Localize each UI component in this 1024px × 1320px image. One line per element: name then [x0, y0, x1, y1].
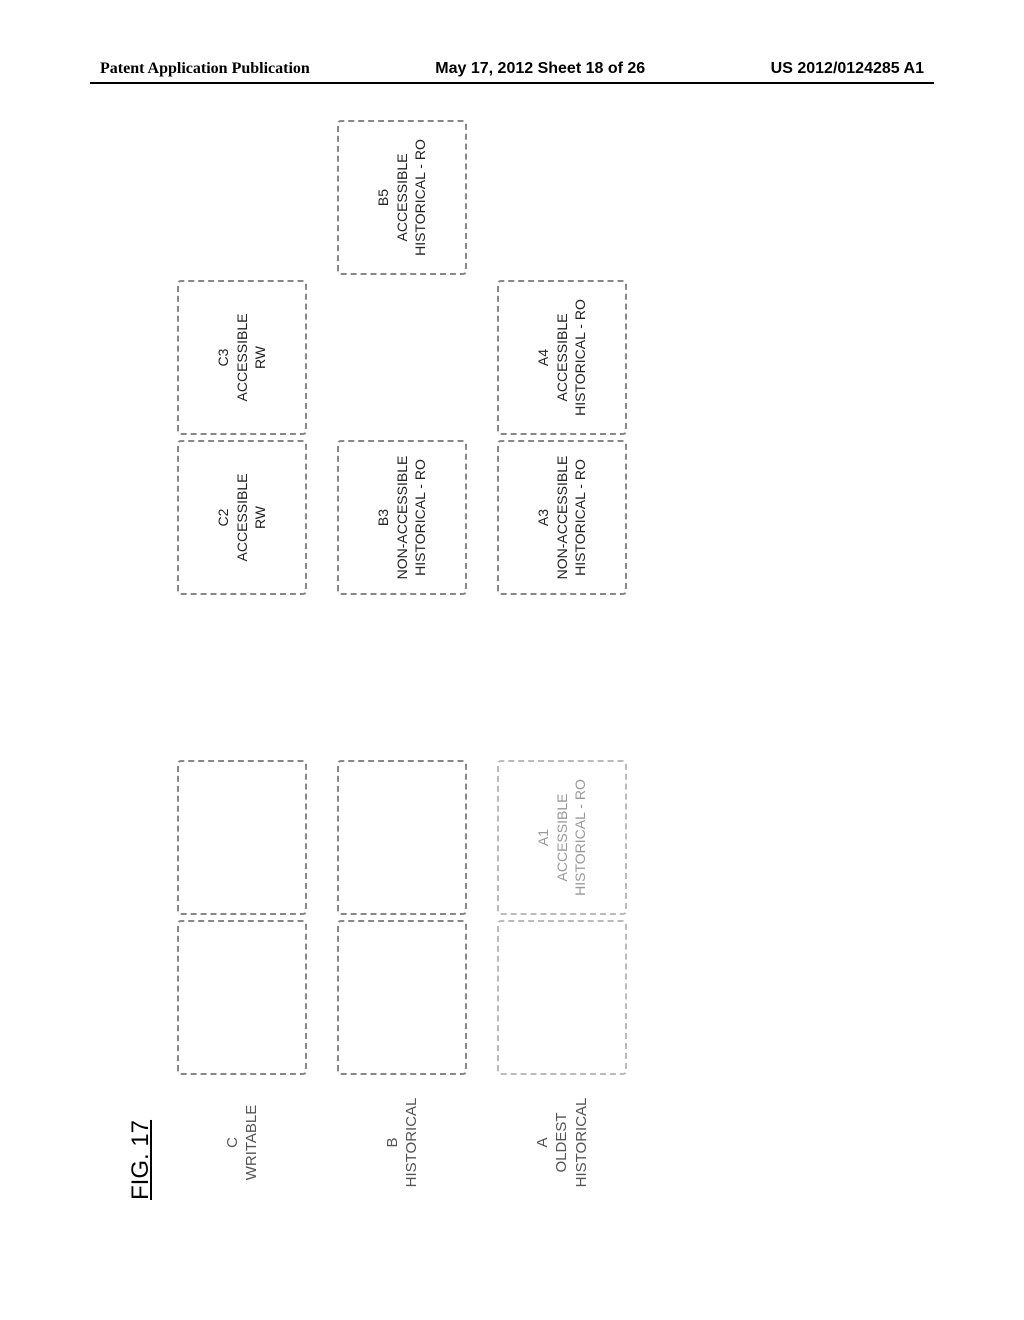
row-b: B HISTORICAL B3 NON-ACCESSIBLE HISTORICA… — [337, 120, 467, 1200]
cell-b3: B3 NON-ACCESSIBLE HISTORICAL - RO — [337, 440, 467, 595]
page-header: Patent Application Publication May 17, 2… — [0, 60, 1024, 78]
cell-access: ACCESSIBLE — [233, 474, 252, 562]
row-a: A OLDEST HISTORICAL A1 ACCESSIBLE HISTOR… — [497, 120, 627, 1200]
cell — [337, 920, 467, 1075]
cell-mode: HISTORICAL - RO — [411, 459, 430, 576]
cell-a4: A4 ACCESSIBLE HISTORICAL - RO — [497, 280, 627, 435]
cell-access: ACCESSIBLE — [393, 154, 412, 242]
cell-id: A3 — [534, 509, 553, 526]
cell-id: B5 — [374, 189, 393, 206]
row-b-cells: B3 NON-ACCESSIBLE HISTORICAL - RO B5 ACC… — [337, 120, 467, 1075]
cell-access: ACCESSIBLE — [553, 314, 572, 402]
row-c: C WRITABLE C2 ACCESSIBLE RW C3 ACCESSIBL… — [177, 120, 307, 1200]
cell-id: C2 — [214, 509, 233, 527]
cell — [337, 760, 467, 915]
header-pub-number: US 2012/0124285 A1 — [771, 60, 924, 78]
cell-id: A4 — [534, 349, 553, 366]
cell-id: A1 — [534, 829, 553, 846]
cell-mode: HISTORICAL - RO — [571, 459, 590, 576]
figure-label: FIG. 17 — [127, 1120, 155, 1200]
cell-spacer — [337, 600, 467, 755]
cell-mode: RW — [251, 506, 270, 529]
cell-access: ACCESSIBLE — [233, 314, 252, 402]
cell-mode: HISTORICAL - RO — [411, 139, 430, 256]
cell-a1: A1 ACCESSIBLE HISTORICAL - RO — [497, 760, 627, 915]
row-label-line: WRITABLE — [242, 1085, 262, 1200]
cell-spacer — [337, 280, 467, 435]
cell-access: ACCESSIBLE — [553, 794, 572, 882]
row-label-c: C WRITABLE — [223, 1075, 262, 1200]
cell-id: B3 — [374, 509, 393, 526]
cell-spacer — [177, 120, 307, 275]
row-label-b: B HISTORICAL — [383, 1075, 422, 1200]
cell-spacer — [177, 600, 307, 755]
row-label-line: A — [533, 1085, 553, 1200]
cell-a3: A3 NON-ACCESSIBLE HISTORICAL - RO — [497, 440, 627, 595]
header-divider — [90, 82, 934, 84]
cell-mode: HISTORICAL - RO — [571, 299, 590, 416]
header-date-sheet: May 17, 2012 Sheet 18 of 26 — [435, 60, 645, 78]
row-label-line: HISTORICAL — [572, 1085, 592, 1200]
cell — [177, 920, 307, 1075]
row-label-line: HISTORICAL — [402, 1085, 422, 1200]
cell — [177, 760, 307, 915]
cell-access: NON-ACCESSIBLE — [393, 456, 412, 580]
rows-container: C WRITABLE C2 ACCESSIBLE RW C3 ACCESSIBL… — [177, 120, 627, 1200]
cell-mode: RW — [251, 346, 270, 369]
row-label-a: A OLDEST HISTORICAL — [533, 1075, 592, 1200]
cell — [497, 920, 627, 1075]
cell-spacer — [497, 600, 627, 755]
cell-access: NON-ACCESSIBLE — [553, 456, 572, 580]
cell-c3: C3 ACCESSIBLE RW — [177, 280, 307, 435]
row-label-line: B — [383, 1085, 403, 1200]
cell-id: C3 — [214, 349, 233, 367]
row-label-line: OLDEST — [552, 1085, 572, 1200]
cell-mode: HISTORICAL - RO — [571, 779, 590, 896]
row-label-line: C — [223, 1085, 243, 1200]
header-publication: Patent Application Publication — [100, 60, 310, 78]
cell-spacer — [497, 120, 627, 275]
cell-c2: C2 ACCESSIBLE RW — [177, 440, 307, 595]
row-a-cells: A1 ACCESSIBLE HISTORICAL - RO A3 NON-ACC… — [497, 120, 627, 1075]
figure-content: FIG. 17 C WRITABLE C2 ACCESSIBLE RW C3 A… — [127, 120, 897, 1200]
cell-b5: B5 ACCESSIBLE HISTORICAL - RO — [337, 120, 467, 275]
row-c-cells: C2 ACCESSIBLE RW C3 ACCESSIBLE RW — [177, 120, 307, 1075]
